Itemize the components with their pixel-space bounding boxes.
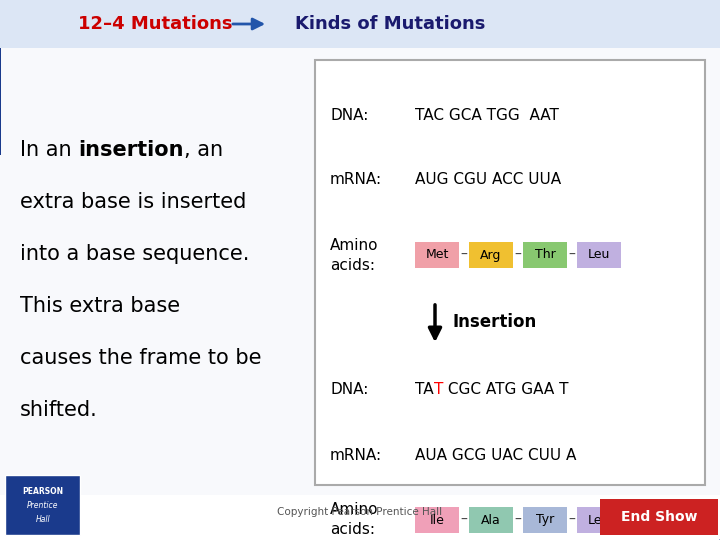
Text: DNA:: DNA: bbox=[330, 382, 369, 397]
Text: Insertion: Insertion bbox=[453, 313, 537, 331]
Bar bbox=[0, 35, 720, 495]
Text: causes the frame to be: causes the frame to be bbox=[20, 348, 261, 368]
Text: Leu: Leu bbox=[588, 248, 610, 261]
Text: –: – bbox=[569, 248, 575, 262]
Text: shifted.: shifted. bbox=[20, 400, 98, 420]
Text: 7 of 24: 7 of 24 bbox=[658, 455, 698, 465]
Text: Prentice: Prentice bbox=[27, 502, 59, 510]
Text: Thr: Thr bbox=[535, 248, 555, 261]
Bar bbox=[577, 507, 621, 533]
Text: mRNA:: mRNA: bbox=[330, 172, 382, 187]
Text: AUA GCG UAC CUU A: AUA GCG UAC CUU A bbox=[415, 448, 577, 462]
Text: 12–4 Mutations: 12–4 Mutations bbox=[78, 15, 233, 33]
Bar bbox=[469, 507, 513, 533]
Text: Ala: Ala bbox=[481, 514, 501, 526]
Bar bbox=[5, 475, 80, 535]
Bar bbox=[415, 507, 459, 533]
Text: End Show: End Show bbox=[621, 510, 697, 524]
Text: –: – bbox=[461, 248, 467, 262]
Text: Arg: Arg bbox=[480, 248, 502, 261]
Text: Kinds of Mutations: Kinds of Mutations bbox=[294, 15, 485, 33]
Bar bbox=[0, 35, 720, 495]
Text: –: – bbox=[515, 248, 521, 262]
Text: Tyr: Tyr bbox=[536, 514, 554, 526]
Bar bbox=[523, 242, 567, 268]
Text: , an: , an bbox=[184, 140, 223, 160]
Text: Slide: Slide bbox=[665, 440, 692, 450]
Bar bbox=[415, 242, 459, 268]
Text: Met: Met bbox=[426, 248, 449, 261]
Text: PEARSON: PEARSON bbox=[22, 488, 63, 496]
Text: –: – bbox=[461, 513, 467, 527]
Bar bbox=[577, 242, 621, 268]
Text: into a base sequence.: into a base sequence. bbox=[20, 244, 249, 264]
Bar bbox=[469, 242, 513, 268]
Text: In an: In an bbox=[20, 140, 78, 160]
Text: AUG CGU ACC UUA: AUG CGU ACC UUA bbox=[415, 172, 561, 187]
Text: Hall: Hall bbox=[36, 516, 50, 524]
Bar bbox=[523, 507, 567, 533]
Text: –: – bbox=[569, 513, 575, 527]
Text: Amino: Amino bbox=[330, 238, 379, 253]
Text: mRNA:: mRNA: bbox=[330, 448, 382, 462]
Bar bbox=[315, 60, 705, 485]
Polygon shape bbox=[0, 0, 155, 155]
Text: TAC GCA TGG  AAT: TAC GCA TGG AAT bbox=[415, 107, 559, 123]
Text: Copyright Pearson Prentice Hall: Copyright Pearson Prentice Hall bbox=[277, 507, 443, 517]
Text: T: T bbox=[433, 382, 443, 397]
Text: CGC ATG GAA T: CGC ATG GAA T bbox=[443, 382, 569, 397]
Text: insertion: insertion bbox=[78, 140, 184, 160]
Text: Ile: Ile bbox=[430, 514, 444, 526]
Text: Amino: Amino bbox=[330, 503, 379, 517]
Bar bbox=[0, 0, 720, 48]
Text: This extra base: This extra base bbox=[20, 296, 180, 316]
Bar bbox=[600, 499, 718, 535]
Text: acids:: acids: bbox=[330, 523, 375, 537]
Polygon shape bbox=[710, 460, 720, 540]
Text: TA: TA bbox=[415, 382, 433, 397]
Text: acids:: acids: bbox=[330, 258, 375, 273]
Text: Leu: Leu bbox=[588, 514, 610, 526]
Text: DNA:: DNA: bbox=[330, 107, 369, 123]
Text: –: – bbox=[515, 513, 521, 527]
Text: extra base is inserted: extra base is inserted bbox=[20, 192, 246, 212]
